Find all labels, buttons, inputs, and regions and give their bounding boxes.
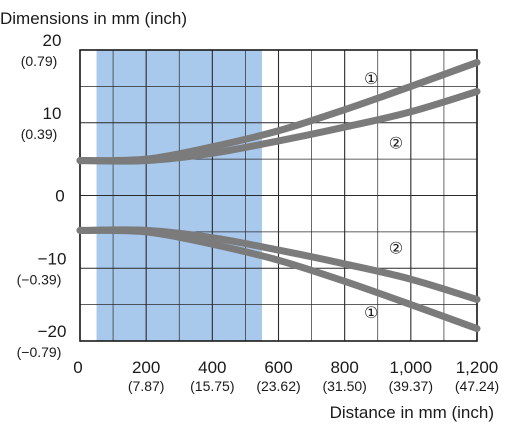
x-tick-sublabel: (39.37): [389, 378, 433, 394]
y-axis-title: Dimensions in mm (inch): [0, 9, 187, 28]
y-tick-sublabel: (−0.79): [17, 344, 62, 360]
y-tick-label: −20: [38, 322, 67, 341]
series-line-4: [76, 226, 481, 333]
plot-area: ① ② ② ① 20 (0.79) 10 (0.39) 0 −10 (−0.39) −20 (−0.79…: [17, 31, 500, 394]
x-tick-sublabel: (31.50): [322, 378, 366, 394]
x-axis-title: Distance in mm (inch): [330, 403, 494, 422]
y-tick-label: −10: [38, 249, 67, 268]
curve-marker-3: ②: [389, 238, 403, 257]
x-tick-label: 1,000: [390, 358, 433, 377]
x-tick-sublabel: (23.62): [256, 378, 300, 394]
curve-marker-4: ①: [364, 303, 378, 322]
y-tick-label: 20: [43, 31, 62, 50]
plot-frame: [79, 49, 478, 342]
y-tick-sublabel: (0.79): [21, 53, 58, 69]
y-tick-sublabel: (−0.39): [17, 271, 62, 287]
y-tick-label: 10: [43, 104, 62, 123]
series-line-2: [76, 88, 481, 165]
x-tick-label: 0: [73, 358, 82, 377]
x-tick-label: 600: [264, 358, 292, 377]
y-tick-sublabel: (0.39): [21, 126, 58, 142]
x-tick-label: 400: [198, 358, 226, 377]
x-tick-label: 1,200: [456, 358, 499, 377]
x-tick-label: 800: [330, 358, 358, 377]
x-tick-sublabel: (7.87): [128, 378, 165, 394]
x-tick-label: 200: [132, 358, 160, 377]
x-tick-sublabel: (15.75): [190, 378, 234, 394]
x-tick-sublabel: (47.24): [455, 378, 499, 394]
curve-marker-1: ①: [364, 69, 378, 88]
curve-marker-2: ②: [389, 134, 403, 153]
y-tick-label: 0: [55, 187, 64, 206]
